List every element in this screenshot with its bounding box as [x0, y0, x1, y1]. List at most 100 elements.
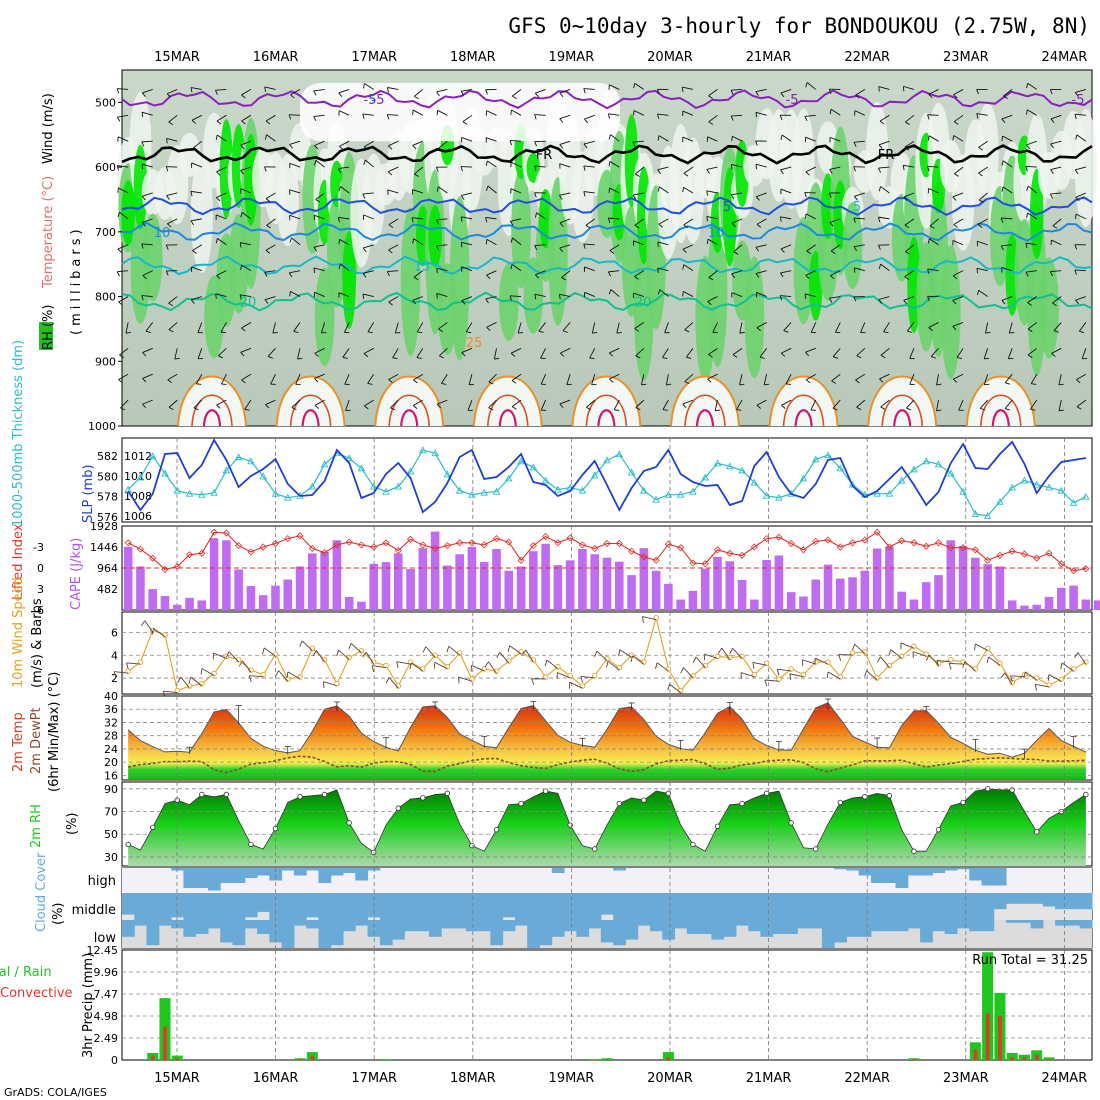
wind-barb-flag [534, 212, 537, 218]
wind-barb-flag [592, 331, 598, 334]
wind-speed-marker [800, 671, 807, 678]
cloud-cell [269, 868, 283, 881]
wind-barb-flag [730, 194, 735, 200]
cloud-cell [907, 868, 921, 876]
wind-barb [414, 89, 424, 97]
wind-barb-flag [805, 171, 810, 176]
wind-barb-flag [657, 241, 659, 247]
wind-barb-flag [510, 109, 512, 115]
wind-barb-flag [1004, 408, 1010, 411]
wind-barb [126, 662, 141, 665]
wind-barb [144, 620, 154, 633]
thickness-marker [345, 454, 353, 462]
wind-barb [241, 114, 252, 122]
wind-barb [608, 270, 620, 273]
wind-barb [903, 164, 915, 168]
thickness-marker [996, 497, 1004, 505]
wind-barb [315, 192, 325, 200]
cloud-level-label: middle [72, 903, 116, 918]
wind-barb [1052, 218, 1062, 227]
precip-convective-bar [175, 1058, 180, 1060]
lifted-index-marker [357, 541, 365, 549]
wind-barb-flag [903, 300, 908, 305]
lifted-index-marker [578, 541, 587, 549]
wind-barb-flag [265, 404, 270, 409]
wind-barb-flag [460, 242, 463, 248]
wind-barb-flag [168, 302, 174, 307]
wind-barb-flag [706, 190, 709, 196]
wind-barb [878, 140, 890, 146]
wind-barb [287, 671, 301, 680]
lifted-index-marker [873, 528, 881, 536]
cloud-cell [895, 893, 909, 920]
isotherm-30-dome [881, 394, 923, 427]
wind-barb [669, 683, 681, 693]
cloud-cell [907, 920, 921, 929]
rh-marker [346, 820, 352, 826]
isotherm-line [121, 255, 1093, 276]
cloud-cell [171, 868, 184, 871]
cloud-cell [502, 920, 516, 932]
thickness-marker [640, 486, 648, 494]
wind-barb [363, 140, 374, 148]
wind-barb-flag [362, 247, 367, 253]
wind-barb [736, 399, 743, 410]
lifted-index-marker [529, 542, 537, 550]
wind-barb-flag [496, 652, 501, 659]
wind-barb-flag [618, 649, 621, 656]
cloud-cell [981, 920, 995, 932]
wind-barb-flag [267, 356, 273, 359]
wind-barb [142, 270, 153, 276]
wind-barb-flag [315, 199, 321, 203]
wind-barb [1075, 192, 1087, 198]
wind-barb [461, 241, 473, 246]
wind-barb-flag [216, 404, 221, 409]
cloud-cell [306, 868, 319, 871]
wind-barb-flag [764, 679, 768, 687]
wind-barb-flag [337, 168, 342, 174]
slp-thickness-frame [121, 437, 1093, 523]
thickness-marker [652, 495, 660, 503]
wind-barb [640, 374, 645, 386]
slp-ylabel: SLP (mb) [81, 464, 96, 523]
wind-barb [436, 399, 448, 405]
wind-barb-flag [193, 407, 199, 411]
wind-barb-flag [562, 330, 568, 333]
wind-barb-flag [1000, 245, 1004, 251]
wind-barb [1058, 374, 1062, 386]
cloud-cell [330, 920, 344, 946]
bottom-date-labels: 15MAR 16MAR 17MAR 18MAR 19MAR 20MAR 21MAR 22MAR… [154, 1071, 1087, 1086]
lifted-index-marker [492, 535, 501, 543]
isotherm-30-dome [289, 394, 332, 427]
thickness-marker [320, 460, 329, 468]
wind-barb-flag [265, 120, 271, 125]
wind-barb [264, 296, 276, 301]
wind-barb [682, 110, 694, 116]
wind-barb-flag [805, 274, 810, 280]
wind-barb-flag [888, 649, 892, 656]
temp-tick-label: 24 [104, 743, 118, 756]
isotherm-label: 10 [708, 226, 725, 241]
rh-moist-patch [1039, 257, 1059, 359]
lifted-index-marker [726, 549, 734, 557]
wind-barb-flag [806, 250, 812, 255]
cloud-cell [576, 893, 590, 920]
wind-speed-marker [260, 671, 266, 678]
cloud-cell [220, 893, 234, 920]
wind-barb [313, 267, 325, 272]
wind-barb [988, 656, 1001, 666]
wind-barb-flag [1075, 299, 1080, 305]
lifted-index-marker [456, 539, 464, 547]
isotherm-label: -5 [1072, 93, 1085, 108]
wind-barb-flag [706, 216, 708, 222]
precip-tick-label: 12.45 [87, 944, 119, 957]
wind-barb-flag [192, 250, 197, 254]
temp-tick-label: 28 [104, 730, 118, 743]
wind-barb [777, 668, 792, 672]
lifted-index-marker [898, 537, 906, 545]
rh-marker [542, 788, 549, 794]
wind-barb-flag [215, 134, 218, 140]
cape-tick-label: 482 [97, 583, 118, 596]
